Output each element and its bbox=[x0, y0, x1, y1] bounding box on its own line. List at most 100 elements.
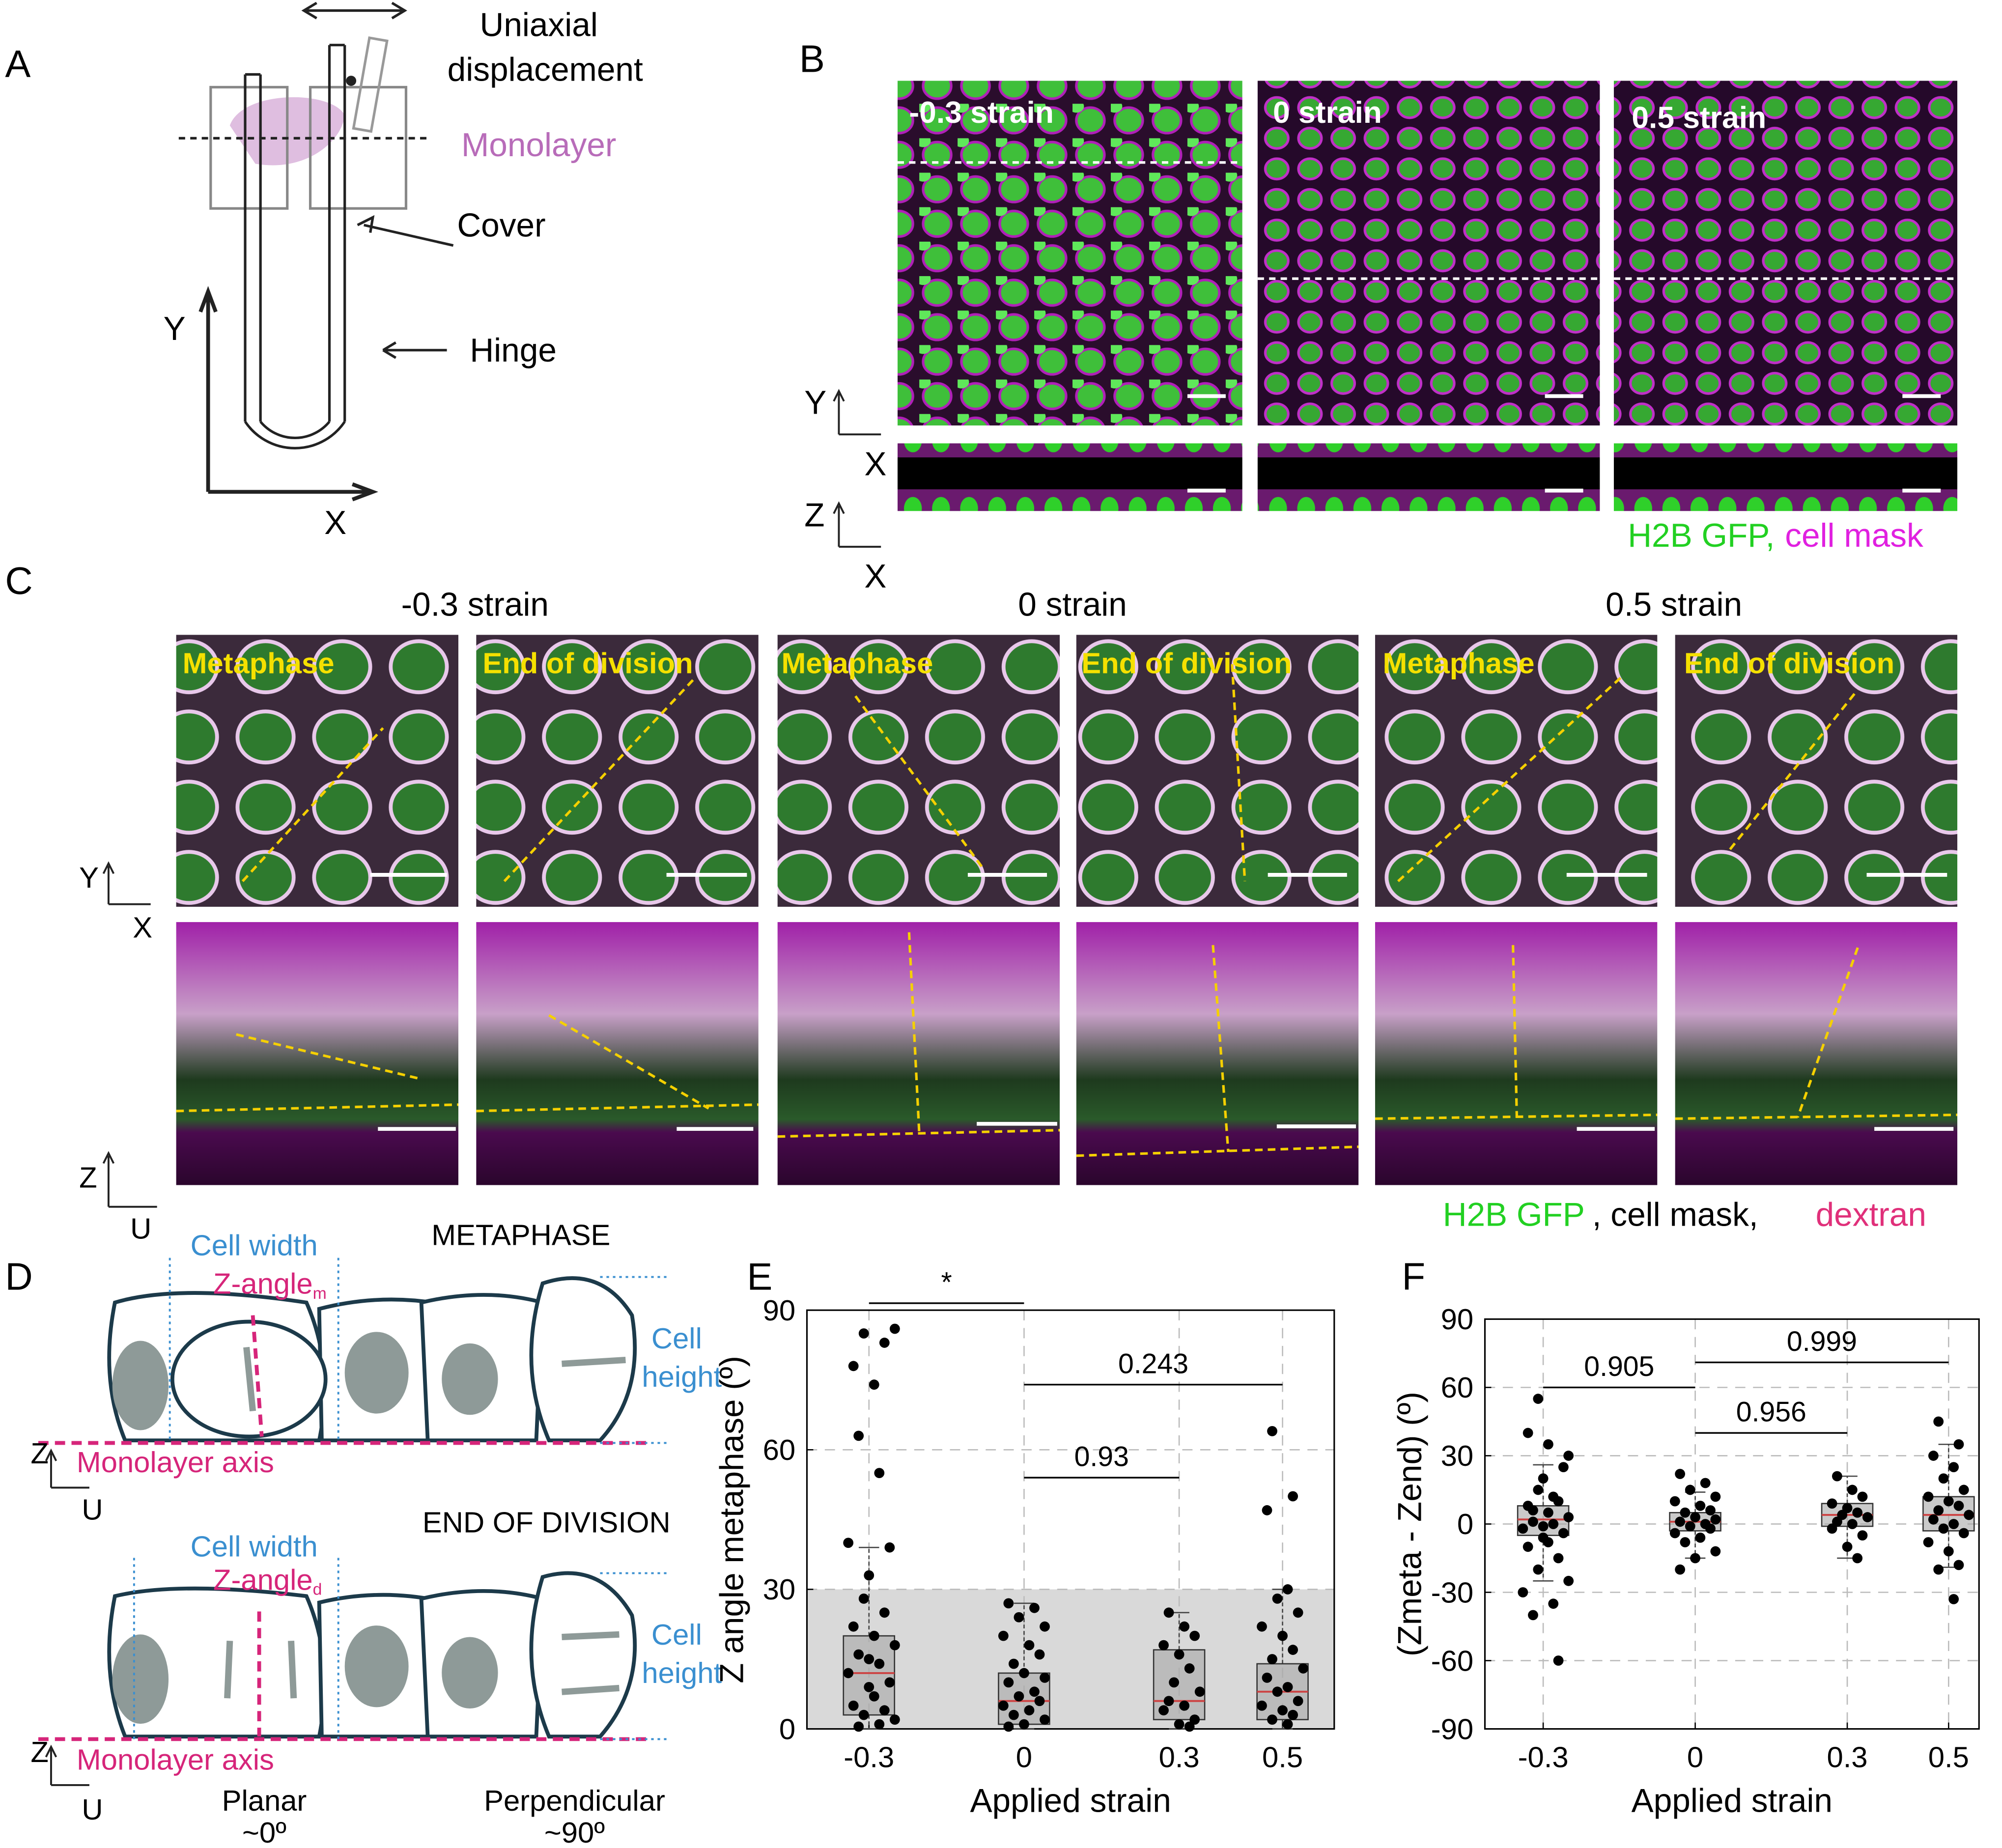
data-point bbox=[864, 1681, 874, 1692]
annotation: Perpendicular bbox=[484, 1784, 665, 1817]
data-point bbox=[1014, 1691, 1024, 1702]
stage-label: End of division bbox=[482, 646, 693, 679]
data-point bbox=[1267, 1654, 1277, 1664]
column-header: -0.3 strain bbox=[401, 586, 549, 623]
annotation: Cell width bbox=[191, 1530, 318, 1563]
data-point bbox=[1003, 1721, 1014, 1732]
data-point bbox=[1710, 1546, 1721, 1557]
stage-label: Metaphase bbox=[1383, 646, 1535, 679]
data-point bbox=[1538, 1473, 1549, 1484]
data-point bbox=[1852, 1507, 1863, 1518]
data-point bbox=[1288, 1491, 1298, 1502]
data-point bbox=[1014, 1612, 1024, 1623]
axis-label: X bbox=[864, 558, 886, 595]
panel-label: E bbox=[747, 1255, 772, 1298]
data-point bbox=[1040, 1714, 1050, 1725]
data-point bbox=[884, 1542, 895, 1553]
annotation: height bbox=[642, 1656, 722, 1689]
diagram-title: END OF DIVISION bbox=[423, 1506, 671, 1539]
data-point bbox=[1553, 1655, 1564, 1666]
data-point bbox=[843, 1538, 854, 1548]
data-point bbox=[1680, 1507, 1691, 1518]
data-point bbox=[1034, 1696, 1045, 1707]
annotation: Cover bbox=[457, 207, 545, 244]
data-point bbox=[1538, 1521, 1549, 1532]
y-tick-label: -30 bbox=[1431, 1576, 1473, 1609]
y-tick-label: 30 bbox=[763, 1573, 795, 1606]
data-point bbox=[1533, 1484, 1544, 1495]
stage-label: End of division bbox=[1684, 646, 1894, 679]
data-point bbox=[1008, 1658, 1019, 1669]
data-point bbox=[1528, 1505, 1538, 1516]
data-point bbox=[1558, 1462, 1569, 1472]
data-point bbox=[1948, 1594, 1959, 1604]
data-point bbox=[853, 1649, 864, 1660]
y-tick-label: 90 bbox=[763, 1294, 795, 1327]
data-point bbox=[1964, 1510, 1974, 1520]
legend-entry: dextran bbox=[1816, 1197, 1926, 1233]
plot-frame bbox=[1484, 1318, 1980, 1730]
legend-entry: cell mask bbox=[1785, 517, 1923, 554]
annotation: Uniaxial bbox=[480, 6, 598, 43]
annotation: ~0º bbox=[242, 1816, 286, 1848]
data-point bbox=[1267, 1714, 1277, 1725]
data-point bbox=[1933, 1416, 1944, 1427]
data-point bbox=[858, 1328, 869, 1339]
data-point bbox=[1685, 1521, 1695, 1532]
data-point bbox=[1040, 1672, 1050, 1683]
data-point bbox=[1857, 1530, 1868, 1541]
y-tick-label: 0 bbox=[779, 1712, 795, 1745]
data-point bbox=[1533, 1564, 1544, 1575]
x-tick-label: -0.3 bbox=[1518, 1741, 1569, 1774]
panel-label: A bbox=[5, 42, 30, 85]
data-point bbox=[884, 1677, 895, 1688]
data-point bbox=[1174, 1719, 1184, 1730]
y-tick-label: -60 bbox=[1431, 1644, 1473, 1677]
data-point bbox=[1710, 1514, 1721, 1525]
x-tick-label: -0.3 bbox=[844, 1741, 894, 1774]
legend-entry: H2B GFP bbox=[1443, 1197, 1585, 1233]
data-point bbox=[1857, 1491, 1868, 1502]
annotation: Z-angle bbox=[213, 1267, 313, 1300]
data-point bbox=[1019, 1719, 1029, 1730]
data-point bbox=[1184, 1663, 1195, 1674]
data-point bbox=[1282, 1719, 1293, 1730]
y-axis-title: Z angle metaphase (º) bbox=[714, 1356, 751, 1683]
annotation: Z-anglem bbox=[213, 1267, 327, 1302]
data-point bbox=[1024, 1640, 1035, 1651]
data-point bbox=[1518, 1587, 1528, 1597]
annotation: Monolayer axis bbox=[77, 1446, 274, 1479]
data-point bbox=[1163, 1607, 1174, 1618]
annotation: Z-angle bbox=[213, 1563, 313, 1596]
data-point bbox=[864, 1654, 874, 1664]
column-header: 0.5 strain bbox=[1606, 586, 1742, 623]
x-tick-label: 0 bbox=[1016, 1741, 1032, 1774]
data-point bbox=[843, 1668, 854, 1679]
data-point bbox=[889, 1714, 900, 1725]
data-point bbox=[1189, 1630, 1200, 1641]
data-point bbox=[1548, 1491, 1559, 1502]
data-point bbox=[879, 1705, 890, 1716]
data-point bbox=[848, 1621, 859, 1632]
data-point bbox=[848, 1700, 859, 1711]
data-point bbox=[1194, 1686, 1205, 1697]
data-point bbox=[1282, 1584, 1293, 1595]
y-axis-title: (Zmeta - Zend) (º) bbox=[1392, 1392, 1429, 1656]
image-label: 0 strain bbox=[1273, 96, 1382, 130]
data-point bbox=[1189, 1714, 1200, 1725]
data-point bbox=[1948, 1519, 1959, 1529]
axis-label: U bbox=[82, 1793, 103, 1826]
data-point bbox=[1948, 1462, 1959, 1472]
axis-label: U bbox=[130, 1212, 151, 1245]
annotation: height bbox=[642, 1360, 722, 1393]
data-point bbox=[1938, 1523, 1949, 1534]
data-point bbox=[1179, 1700, 1190, 1711]
y-tick-label: -90 bbox=[1431, 1712, 1473, 1745]
column-header: 0 strain bbox=[1018, 586, 1127, 623]
stage-label: Metaphase bbox=[781, 646, 933, 679]
data-point bbox=[1675, 1469, 1686, 1479]
data-point bbox=[1563, 1512, 1574, 1522]
data-point bbox=[1928, 1514, 1939, 1525]
data-point bbox=[864, 1570, 874, 1581]
